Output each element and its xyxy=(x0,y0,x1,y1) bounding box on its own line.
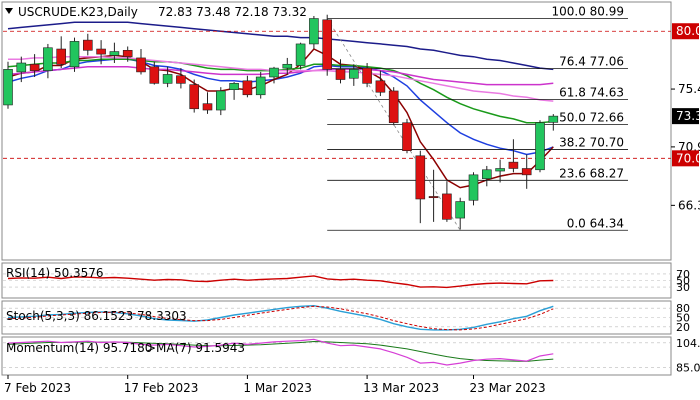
momentum-indicator: 104.235 85.0274 xyxy=(3,337,700,375)
level-tag-label: 70.00 xyxy=(676,151,700,165)
momentum-line xyxy=(7,338,554,366)
fib-label: 0.0 64.34 xyxy=(567,216,624,230)
stoch-label: Stoch(5,3,3) 86.1523 78.3303 xyxy=(6,309,187,323)
candle-body xyxy=(162,74,173,84)
ma-line-ma_violet xyxy=(7,66,554,86)
candle-body xyxy=(508,161,519,169)
rsi-label: RSI(14) 50.3576 xyxy=(6,266,104,280)
candle-body xyxy=(455,201,466,219)
x-tick-label: 13 Mar 2023 xyxy=(363,381,439,395)
fib-label: 50.0 72.66 xyxy=(559,111,624,125)
momentum-ma-label: >MA(7) 91.5943 xyxy=(146,341,245,355)
fib-label: 100.0 80.99 xyxy=(551,5,624,19)
candle-body xyxy=(136,57,146,73)
panel-tick-label: 50 xyxy=(676,312,690,325)
fibonacci-levels: 100.0 80.99 76.4 77.06 61.8 74.63 50.0 72.6… xyxy=(326,5,628,231)
symbol-label: USCRUDE.K23,Daily xyxy=(18,5,138,19)
candle-body xyxy=(309,18,319,45)
candle-body xyxy=(83,39,93,51)
horizontal-levels xyxy=(3,30,671,159)
ma-line-ema_blue xyxy=(7,58,554,156)
candle-body xyxy=(322,19,333,70)
candle-body xyxy=(16,62,27,73)
dropdown-arrow-icon[interactable] xyxy=(5,8,13,14)
candle-body xyxy=(295,43,306,66)
candle-body xyxy=(176,75,186,84)
candle-body xyxy=(255,76,266,96)
candle-body xyxy=(521,168,532,176)
candle-body xyxy=(69,41,80,68)
fib-label: 61.8 74.63 xyxy=(559,85,624,99)
momentum-panel-frame xyxy=(1,336,672,376)
candle-body xyxy=(56,48,67,65)
price-tag-bg xyxy=(672,108,699,125)
candle-body xyxy=(362,67,372,84)
candle-body xyxy=(202,103,213,111)
y-tick-label: 66.30 xyxy=(678,198,700,212)
stoch-d-line xyxy=(7,305,554,331)
main-panel-frame xyxy=(1,1,672,261)
ma-line-ma_navy xyxy=(7,21,554,71)
candle-body xyxy=(149,66,160,84)
level-tag-bg xyxy=(672,150,699,167)
panel-tick-label: 50 xyxy=(676,275,690,288)
candle-body xyxy=(495,168,505,172)
candle-body xyxy=(348,69,359,79)
ohlc-label: 72.83 73.48 72.18 73.32 xyxy=(158,5,307,19)
ma-line-ma_pink xyxy=(8,55,554,102)
candle-body xyxy=(375,80,386,93)
candle-body xyxy=(229,83,239,90)
fib-label: 23.6 68.27 xyxy=(559,166,624,180)
candle-body xyxy=(415,155,426,200)
panel-tick-label: 20 xyxy=(676,321,690,334)
candle-body xyxy=(428,196,439,199)
level-tag-bg xyxy=(672,23,699,40)
panel-tick-label: 70 xyxy=(676,268,690,281)
candle-body xyxy=(535,122,545,171)
rsi-line xyxy=(7,275,554,289)
candle-body xyxy=(481,169,492,179)
moving-averages xyxy=(7,21,554,189)
candle-body xyxy=(242,80,253,96)
candlesticks xyxy=(3,14,559,230)
candle-body xyxy=(388,90,399,124)
candle-body xyxy=(282,63,293,69)
x-tick-label: 17 Feb 2023 xyxy=(124,381,199,395)
candle-body xyxy=(548,115,559,123)
candle-body xyxy=(189,84,199,110)
candle-body xyxy=(442,193,452,220)
fib-label: 38.2 70.70 xyxy=(559,135,624,149)
level-tag-label: 80.00 xyxy=(676,24,700,38)
panel-tick-label: 85.0274 xyxy=(676,362,700,375)
x-tick-label: 1 Mar 2023 xyxy=(243,381,311,395)
date-axis: 7 Feb 2023 17 Feb 2023 1 Mar 2023 13 Mar 20… xyxy=(4,375,546,395)
panel-tick-label: 104.235 xyxy=(676,337,700,350)
candle-body xyxy=(122,49,133,57)
candle-body xyxy=(3,69,13,106)
momentum-label: Momentum(14) 95.7180 xyxy=(6,341,152,355)
x-tick-label: 7 Feb 2023 xyxy=(4,381,71,395)
x-tick-label: 23 Mar 2023 xyxy=(470,381,546,395)
candle-body xyxy=(29,63,40,71)
candle-body xyxy=(335,69,346,80)
candle-body xyxy=(109,51,120,56)
candle-body xyxy=(269,67,279,78)
price-tag-label: 73.32 xyxy=(676,109,700,123)
y-tick-label: 75.45 xyxy=(678,82,700,96)
candle-body xyxy=(402,122,412,151)
candle-body xyxy=(96,48,106,55)
fib-label: 76.4 77.06 xyxy=(559,55,624,69)
panel-tick-label: 30 xyxy=(676,281,690,294)
candle-body xyxy=(43,47,53,71)
candle-body xyxy=(468,174,479,201)
candle-body xyxy=(216,90,226,111)
stoch-k-line xyxy=(7,304,554,331)
panel-tick-label: 80 xyxy=(676,302,690,315)
